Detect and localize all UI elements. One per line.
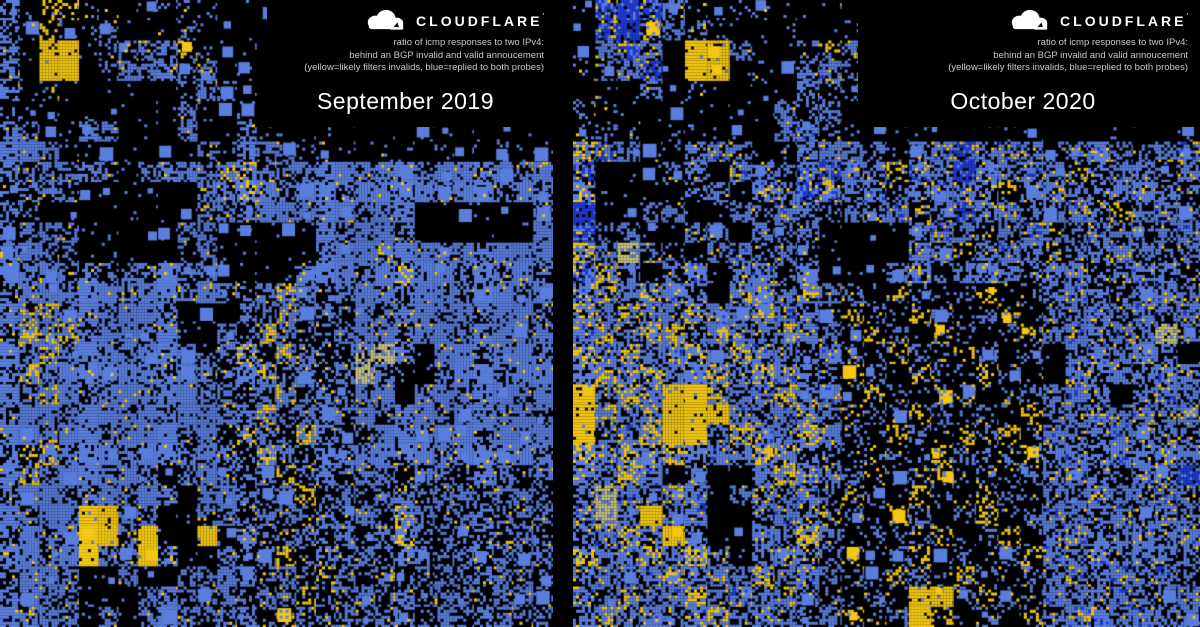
- cloudflare-logotype: CLOUDFLARE: [416, 13, 543, 29]
- cloudflare-logo: CLOUDFLARE': [267, 8, 544, 31]
- header-september-2019: CLOUDFLARE' ratio of icmp responses to t…: [267, 0, 553, 127]
- caption-line-3: (yellow=likely filters invalids, blue=re…: [304, 62, 544, 73]
- trademark-mark: ': [542, 12, 544, 21]
- trademark-mark: ': [1186, 12, 1188, 21]
- panel-september-2019: CLOUDFLARE' ratio of icmp responses to t…: [0, 0, 553, 627]
- caption-line-2: behind an BGP invalid and valid annoucem…: [349, 49, 544, 61]
- caption-line-1: ratio of icmp responses to two IPv4:: [1037, 37, 1188, 48]
- header-october-2020: CLOUDFLARE' ratio of icmp responses to t…: [858, 0, 1200, 127]
- cloudflare-cloud-icon: [1011, 9, 1048, 30]
- map-caption: ratio of icmp responses to two IPv4: beh…: [858, 37, 1188, 75]
- panel-date-october-2020: October 2020: [950, 87, 1096, 114]
- panel-october-2020: CLOUDFLARE' ratio of icmp responses to t…: [573, 0, 1200, 627]
- cloudflare-cloud-icon: [367, 9, 404, 30]
- caption-line-3: (yellow=likely filters invalids, blue=re…: [948, 62, 1188, 73]
- caption-line-1: ratio of icmp responses to two IPv4:: [393, 37, 544, 48]
- map-caption: ratio of icmp responses to two IPv4: beh…: [267, 37, 544, 75]
- caption-line-2: behind an BGP invalid and valid annoucem…: [993, 49, 1188, 61]
- cloudflare-logo: CLOUDFLARE': [858, 8, 1188, 31]
- cloudflare-logotype: CLOUDFLARE: [1060, 13, 1187, 29]
- panel-date-september-2019: September 2019: [316, 87, 495, 114]
